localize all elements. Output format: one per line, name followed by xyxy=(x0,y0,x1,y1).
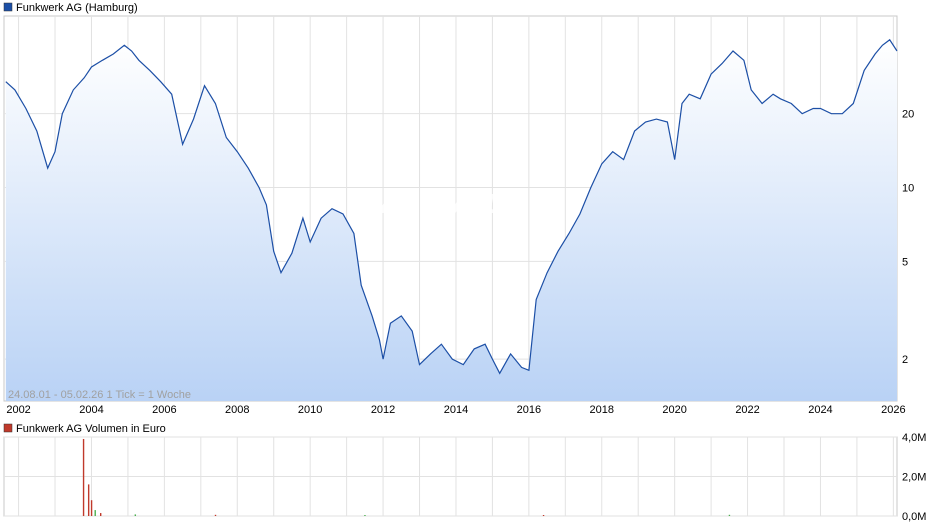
x-tick-label: 2026 xyxy=(881,404,905,416)
x-tick-label: 2010 xyxy=(298,404,322,416)
volume-grid xyxy=(4,436,897,517)
price-series-line xyxy=(5,38,898,375)
price-y-tick-labels: 2 5 10 20 xyxy=(902,109,914,366)
x-tick-label: 2012 xyxy=(371,404,395,416)
volume-bar xyxy=(82,438,85,516)
x-tick-label: 2002 xyxy=(6,404,30,416)
x-tick-label: 2022 xyxy=(735,404,759,416)
volume-y-tick-label: 0,0M xyxy=(902,511,926,523)
price-legend-swatch xyxy=(3,2,13,12)
volume-chart-title: Funkwerk AG Volumen in Euro xyxy=(16,423,166,435)
watermark: ARIVA.DE xyxy=(378,190,526,220)
volume-bar xyxy=(99,513,102,516)
x-tick-label: 2024 xyxy=(808,404,832,416)
volume-y-tick-label: 4,0M xyxy=(902,432,926,444)
volume-y-tick-label: 2,0M xyxy=(902,472,926,484)
volume-bar xyxy=(90,500,93,516)
y-tick-label: 5 xyxy=(902,256,908,268)
x-tick-label: 2016 xyxy=(517,404,541,416)
x-tick-label: 2008 xyxy=(225,404,249,416)
x-tick-label: 2018 xyxy=(590,404,614,416)
volume-legend-swatch xyxy=(3,423,13,433)
volume-y-tick-labels: 0,0M 2,0M 4,0M xyxy=(902,432,926,523)
y-tick-label: 2 xyxy=(902,354,908,366)
volume-bar xyxy=(94,510,96,516)
price-chart-title: Funkwerk AG (Hamburg) xyxy=(16,2,138,14)
x-tick-label: 2020 xyxy=(662,404,686,416)
x-tick-label: 2006 xyxy=(152,404,176,416)
volume-bar xyxy=(728,514,731,516)
price-x-tick-labels: 2002 2004 2006 2008 2010 2012 2014 2016 2018 2020… xyxy=(6,404,905,416)
x-tick-label: 2014 xyxy=(444,404,468,416)
volume-bar xyxy=(134,514,137,516)
y-tick-label: 10 xyxy=(902,183,914,195)
volume-bar xyxy=(87,484,90,516)
period-label: 24.08.01 - 05.02.26 1 Tick = 1 Woche xyxy=(8,389,191,401)
volume-bar xyxy=(542,515,545,516)
y-tick-label: 20 xyxy=(902,109,914,121)
x-tick-label: 2004 xyxy=(79,404,103,416)
volume-bar xyxy=(214,514,217,516)
volume-bar xyxy=(364,515,366,516)
volume-bars xyxy=(82,438,731,516)
price-area-fill xyxy=(5,39,898,402)
